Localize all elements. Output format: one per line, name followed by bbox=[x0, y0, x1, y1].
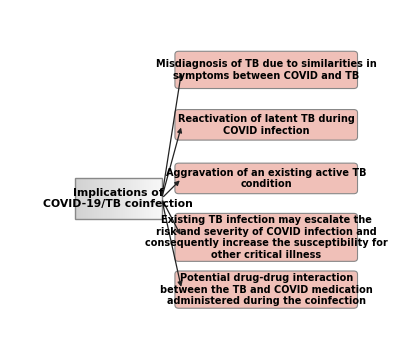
Bar bbox=[148, 178, 151, 219]
Bar bbox=[75, 178, 162, 219]
FancyBboxPatch shape bbox=[175, 271, 358, 308]
Bar bbox=[112, 178, 114, 219]
FancyBboxPatch shape bbox=[175, 110, 358, 140]
Text: Reactivation of latent TB during
COVID infection: Reactivation of latent TB during COVID i… bbox=[178, 114, 355, 136]
Bar bbox=[81, 178, 84, 219]
Bar bbox=[151, 178, 153, 219]
Bar bbox=[160, 178, 162, 219]
Bar bbox=[92, 178, 95, 219]
FancyBboxPatch shape bbox=[175, 51, 358, 88]
Bar bbox=[114, 178, 116, 219]
Bar bbox=[110, 178, 112, 219]
Bar bbox=[127, 178, 129, 219]
Bar bbox=[153, 178, 155, 219]
Bar bbox=[136, 178, 138, 219]
Bar bbox=[120, 178, 123, 219]
Bar bbox=[155, 178, 158, 219]
Bar bbox=[142, 178, 144, 219]
Bar bbox=[131, 178, 134, 219]
Bar bbox=[86, 178, 88, 219]
Bar bbox=[101, 178, 103, 219]
Text: Potential drug-drug interaction
between the TB and COVID medication
administered: Potential drug-drug interaction between … bbox=[160, 273, 373, 306]
Bar bbox=[122, 178, 125, 219]
Bar bbox=[103, 178, 106, 219]
Bar bbox=[125, 178, 127, 219]
Text: Existing TB infection may escalate the
risk and severity of COVID infection and
: Existing TB infection may escalate the r… bbox=[145, 215, 388, 260]
Bar bbox=[146, 178, 149, 219]
Bar bbox=[157, 178, 160, 219]
Bar bbox=[116, 178, 118, 219]
Bar bbox=[107, 178, 110, 219]
Bar bbox=[140, 178, 142, 219]
Bar bbox=[144, 178, 147, 219]
Bar bbox=[96, 178, 99, 219]
Text: Implications of
COVID-19/TB coinfection: Implications of COVID-19/TB coinfection bbox=[43, 188, 193, 209]
Bar bbox=[88, 178, 90, 219]
Bar bbox=[79, 178, 82, 219]
Bar bbox=[133, 178, 136, 219]
Bar bbox=[99, 178, 101, 219]
Bar bbox=[129, 178, 132, 219]
Bar bbox=[94, 178, 97, 219]
Bar bbox=[138, 178, 140, 219]
Bar bbox=[77, 178, 80, 219]
Text: Aggravation of an existing active TB
condition: Aggravation of an existing active TB con… bbox=[166, 168, 366, 189]
Text: Misdiagnosis of TB due to similarities in
symptoms between COVID and TB: Misdiagnosis of TB due to similarities i… bbox=[156, 59, 377, 81]
Bar bbox=[105, 178, 108, 219]
Bar bbox=[75, 178, 77, 219]
Bar bbox=[84, 178, 86, 219]
FancyBboxPatch shape bbox=[175, 213, 358, 261]
FancyBboxPatch shape bbox=[175, 163, 358, 194]
Bar bbox=[90, 178, 92, 219]
Bar bbox=[118, 178, 121, 219]
